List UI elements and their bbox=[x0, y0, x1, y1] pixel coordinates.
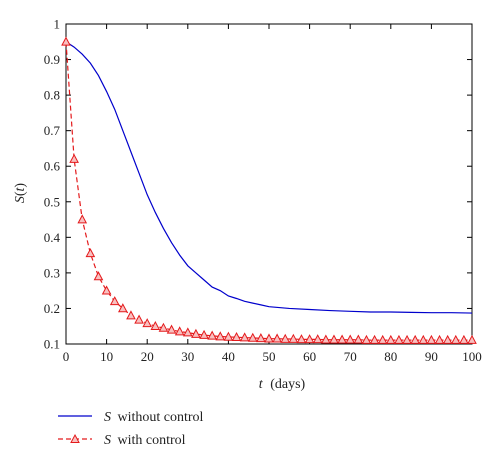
data-point-with-control bbox=[442, 334, 453, 344]
data-point-with-control bbox=[288, 333, 299, 343]
data-point-with-control bbox=[394, 334, 404, 344]
data-point-with-control bbox=[118, 303, 128, 313]
legend-marker-with-control bbox=[70, 433, 80, 443]
x-tick-label: 20 bbox=[141, 349, 154, 364]
data-point-with-control bbox=[418, 334, 429, 344]
data-point-with-control bbox=[247, 332, 258, 342]
data-point-with-control bbox=[101, 285, 112, 295]
data-point-with-control bbox=[256, 333, 266, 343]
x-tick-label: 90 bbox=[425, 349, 438, 364]
legend-var-without-control: S bbox=[104, 410, 111, 425]
y-axis-label-var: S bbox=[13, 196, 28, 203]
x-tick-label: 70 bbox=[344, 349, 357, 364]
data-point-with-control bbox=[321, 334, 331, 344]
y-axis-label-open-paren: ( bbox=[13, 191, 28, 196]
data-point-with-control bbox=[126, 310, 136, 320]
data-point-with-control bbox=[272, 333, 282, 343]
data-point-with-control bbox=[426, 334, 437, 344]
data-point-with-control bbox=[174, 326, 185, 336]
x-tick-label: 100 bbox=[462, 349, 482, 364]
y-tick-label: 0.9 bbox=[44, 52, 60, 67]
data-point-with-control bbox=[450, 334, 461, 344]
series-layer bbox=[61, 36, 477, 344]
data-point-with-control bbox=[239, 332, 250, 342]
data-point-with-control bbox=[223, 331, 234, 341]
series-line-without-control bbox=[65, 41, 473, 314]
y-tick-label: 0.2 bbox=[44, 301, 60, 316]
legend-text-with-control: with control bbox=[118, 433, 186, 448]
legend: S without control S with control bbox=[58, 410, 204, 448]
y-tick-label: 0.1 bbox=[44, 337, 60, 352]
data-point-with-control bbox=[166, 324, 177, 334]
data-point-with-control bbox=[434, 334, 445, 344]
data-point-with-control bbox=[329, 334, 339, 344]
data-point-with-control bbox=[150, 320, 161, 331]
legend-var-with-control: S bbox=[104, 433, 111, 448]
data-point-with-control bbox=[361, 334, 372, 344]
data-point-with-control bbox=[410, 334, 420, 344]
y-tick-label: 0.7 bbox=[44, 123, 61, 138]
data-point-with-control bbox=[280, 333, 291, 343]
y-tick-label: 0.8 bbox=[44, 88, 60, 103]
data-point-with-control bbox=[312, 334, 323, 344]
data-point-with-control bbox=[264, 333, 274, 343]
data-point-with-control bbox=[402, 334, 412, 344]
data-point-with-control bbox=[191, 328, 201, 338]
data-point-with-control bbox=[296, 334, 307, 344]
x-tick-label: 30 bbox=[181, 349, 194, 364]
data-point-with-control bbox=[304, 334, 315, 344]
data-point-with-control bbox=[231, 331, 242, 342]
x-tick-label: 0 bbox=[63, 349, 70, 364]
data-point-with-control bbox=[142, 318, 153, 328]
data-point-with-control bbox=[467, 334, 477, 344]
data-point-with-control bbox=[61, 36, 71, 46]
y-tick-label: 0.3 bbox=[44, 265, 60, 280]
data-point-with-control bbox=[77, 214, 88, 224]
legend-label-with-control: S with control bbox=[104, 433, 186, 448]
data-point-with-control bbox=[182, 327, 193, 337]
legend-text-without-control: without control bbox=[118, 410, 204, 425]
y-tick-label: 0.4 bbox=[44, 230, 61, 245]
y-axis-label-arg: t bbox=[13, 186, 28, 191]
data-point-with-control bbox=[459, 334, 469, 344]
data-point-with-control bbox=[69, 153, 79, 163]
y-axis-label-close-paren: ) bbox=[13, 183, 28, 188]
data-point-with-control bbox=[109, 296, 120, 306]
data-point-with-control bbox=[134, 314, 144, 324]
x-axis-label-unit: (days) bbox=[270, 377, 305, 392]
x-tick-label: 10 bbox=[100, 349, 113, 364]
legend-label-without-control: S without control bbox=[104, 410, 204, 425]
x-axis-label-var: t bbox=[259, 377, 264, 392]
data-point-with-control bbox=[199, 329, 209, 339]
x-tick-label: 60 bbox=[303, 349, 316, 364]
y-axis-ticks: 0.1 0.2 0.3 0.4 0.5 0.6 0.7 0.8 0.9 1 bbox=[44, 17, 472, 352]
y-axis-label: S(t) bbox=[13, 183, 28, 204]
data-point-with-control bbox=[85, 248, 96, 258]
x-axis-label: t (days) bbox=[259, 377, 306, 392]
data-point-with-control bbox=[207, 330, 217, 340]
data-point-with-control bbox=[369, 334, 380, 344]
data-point-with-control bbox=[215, 331, 226, 341]
data-point-with-control bbox=[377, 334, 388, 344]
data-point-with-control bbox=[93, 271, 104, 281]
x-tick-label: 40 bbox=[222, 349, 235, 364]
data-point-with-control bbox=[337, 334, 347, 344]
x-tick-label: 50 bbox=[263, 349, 276, 364]
data-point-with-control bbox=[158, 322, 169, 332]
data-point-with-control bbox=[385, 334, 396, 344]
data-point-with-control bbox=[353, 334, 364, 344]
y-tick-label: 0.5 bbox=[44, 194, 60, 209]
data-point-with-control bbox=[345, 334, 356, 344]
y-tick-label: 0.6 bbox=[44, 159, 61, 174]
x-tick-label: 80 bbox=[384, 349, 397, 364]
y-tick-label: 1 bbox=[54, 17, 61, 32]
